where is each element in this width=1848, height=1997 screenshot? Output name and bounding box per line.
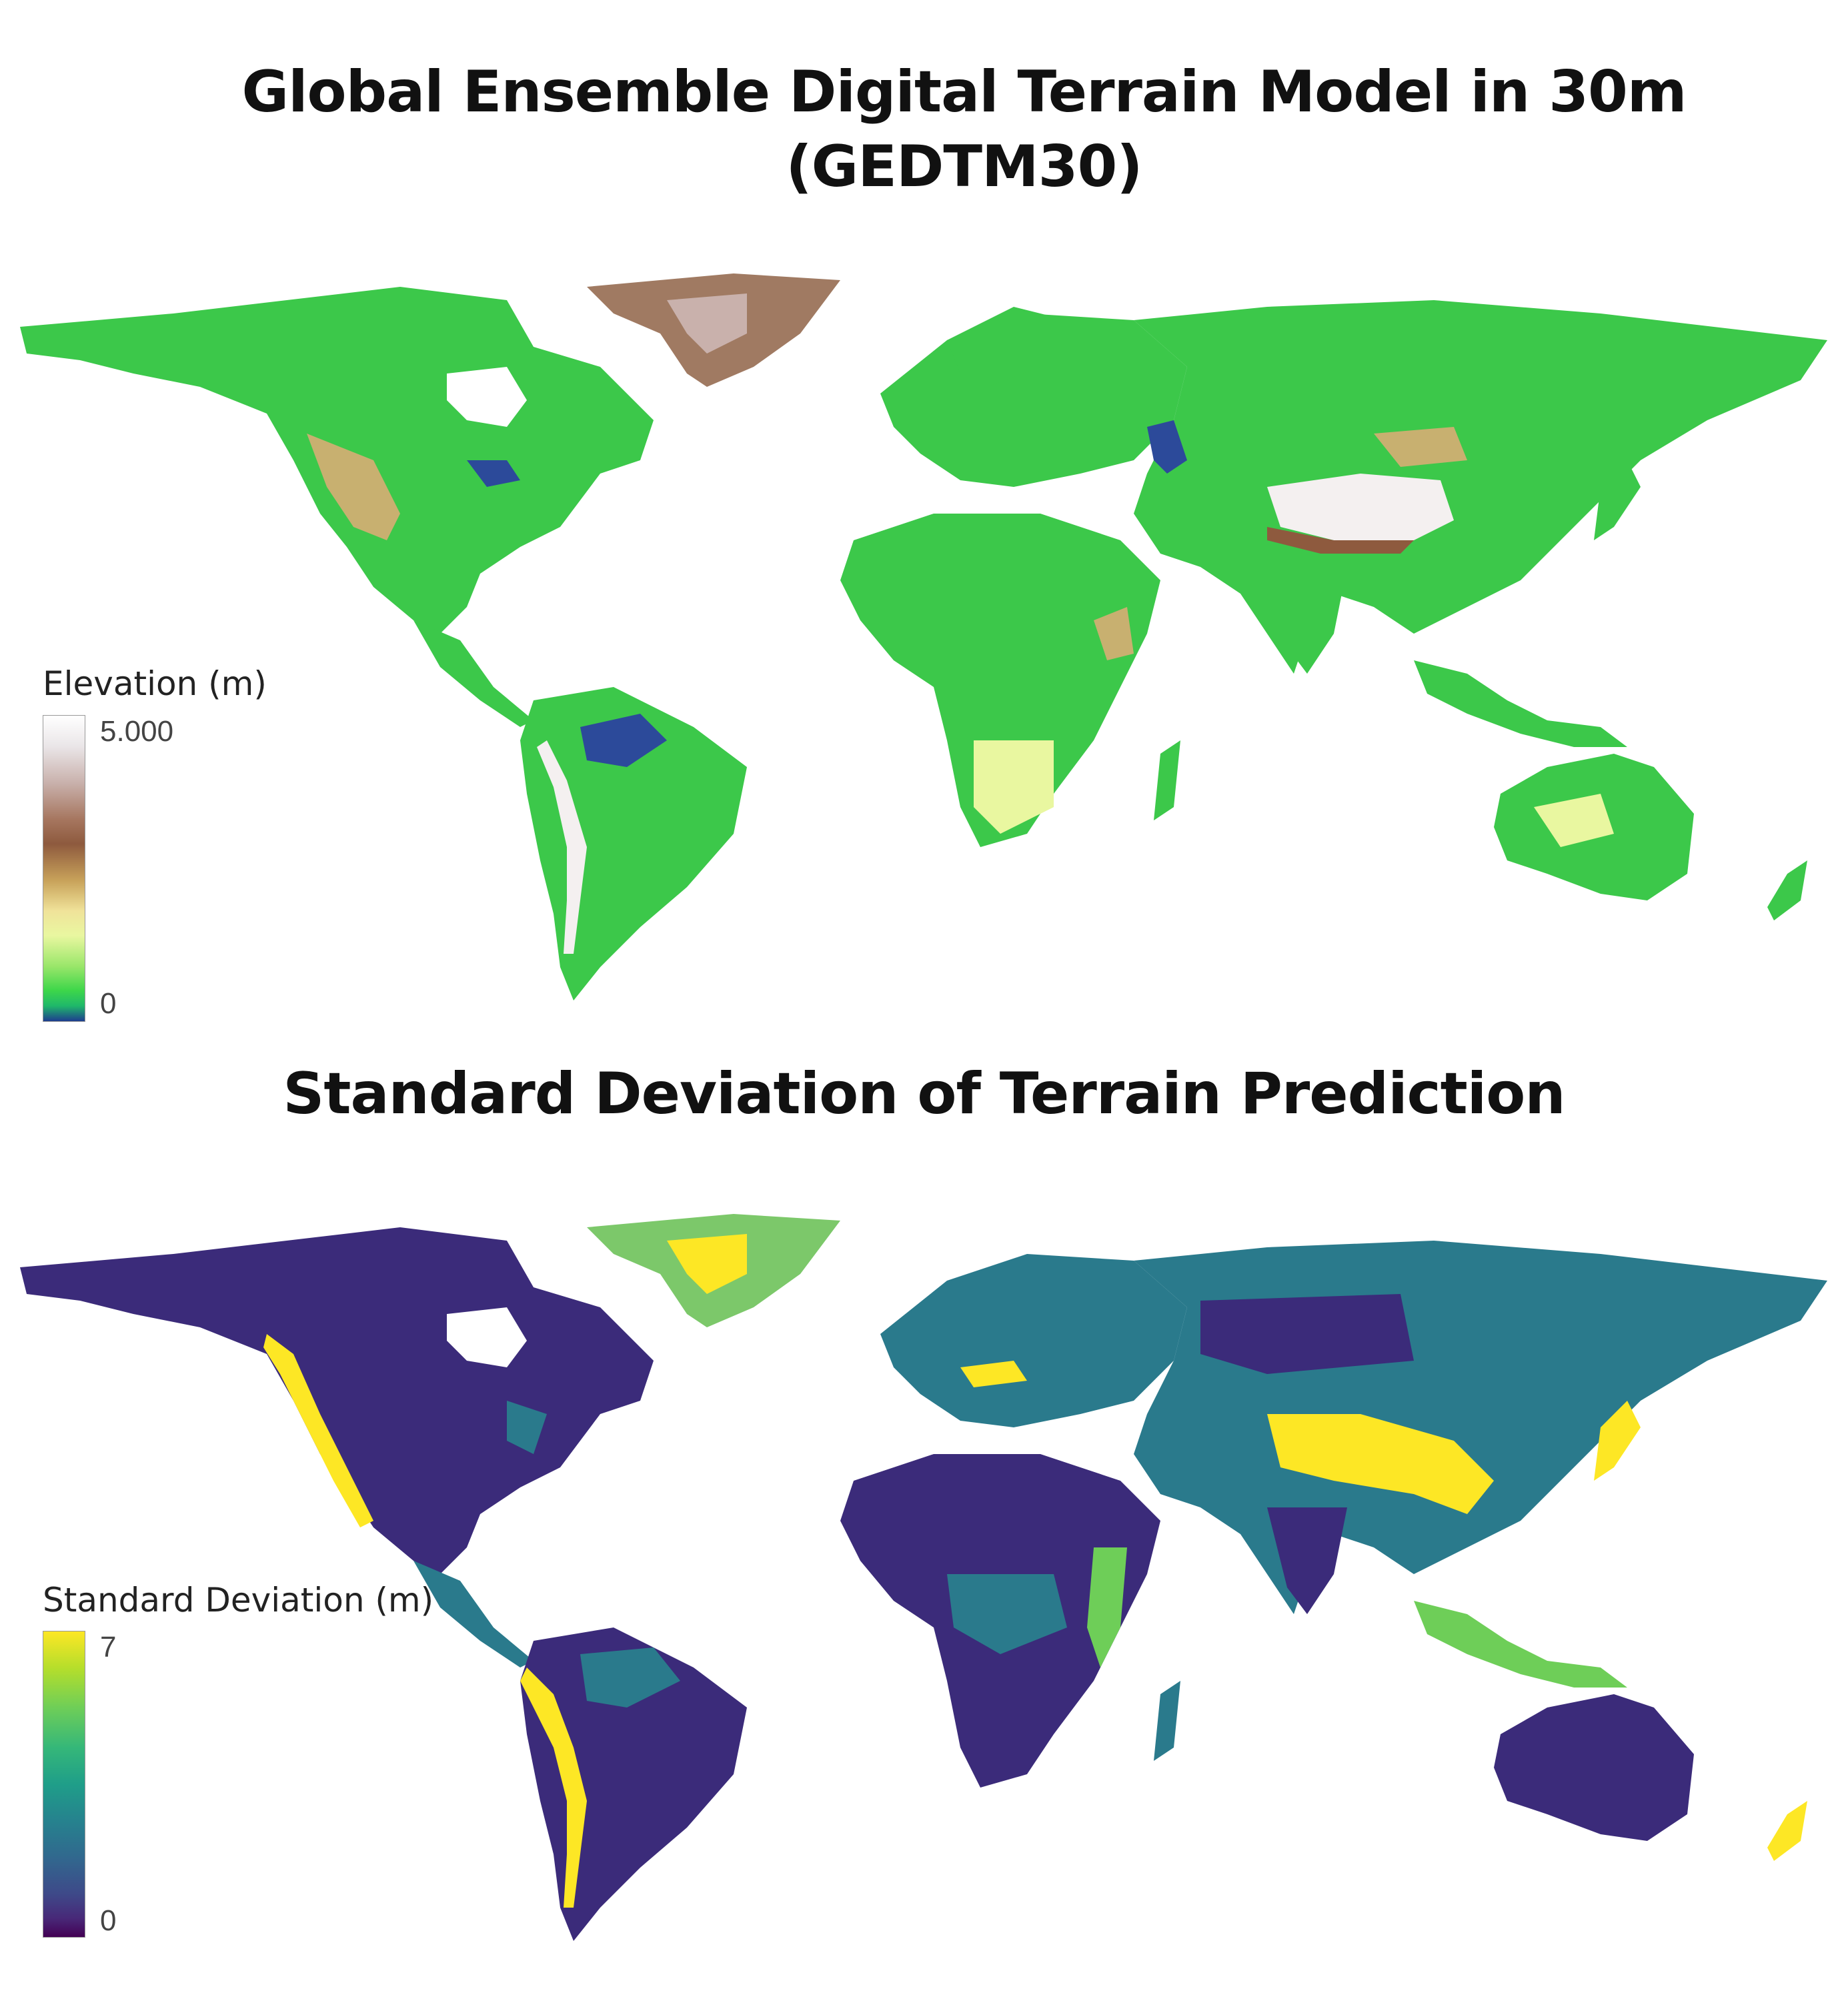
mongolia-highland [1374,427,1467,467]
europe-landmass [880,1254,1187,1427]
asia-landmass [1134,1241,1827,1614]
appalachian-mid [507,1401,547,1454]
southeast-asia-islands [1414,660,1627,747]
map-title-elevation-line1: Global Ensemble Digital Terrain Model in… [241,59,1687,125]
australia-highland [1534,794,1614,847]
india-subcontinent [1267,1507,1347,1614]
hudson-bay [447,1307,527,1367]
greenland-ice-peak [667,293,747,354]
sd-legend-max-label: 7 [100,1631,117,1663]
scandinavia [947,307,1067,387]
hudson-bay [447,367,527,427]
siberia-low [1200,1294,1414,1374]
africa-landmass [840,514,1160,847]
amazon-basin-mid [580,1647,680,1708]
andes-high-variance [520,1668,587,1908]
australia-landmass [1494,1694,1694,1841]
india-subcontinent [1267,567,1347,674]
central-america-landmass [413,1561,534,1668]
amazon-basin [580,714,667,767]
japan [1594,460,1641,540]
elevation-legend-max-label: 5.000 [100,715,174,748]
central-africa-mid [947,1574,1067,1654]
southern-africa-highland [974,740,1054,834]
western-cordillera-high [263,1334,373,1527]
caspian-sea [1147,420,1187,474]
central-america-landmass [413,620,534,727]
himalaya-high-variance [1267,1414,1494,1514]
andes-mountains [537,740,587,954]
southeast-asia-islands [1414,1601,1627,1688]
map-title-standard-deviation: Standard Deviation of Terrain Prediction [283,1061,1565,1127]
madagascar [1154,740,1180,820]
madagascar [1154,1681,1180,1761]
elevation-legend-title: Elevation (m) [43,664,267,703]
ethiopian-highlands [1094,607,1134,660]
greenland-high-variance [667,1234,747,1294]
north-america-landmass [20,1227,654,1574]
standard-deviation-world-map [20,1214,1827,1941]
tibetan-plateau [1267,474,1454,540]
elevation-legend-min-label: 0 [100,987,117,1020]
new-zealand [1767,1801,1807,1861]
east-africa-rift-high [1087,1547,1127,1668]
asia-landmass [1134,300,1827,674]
new-zealand [1767,860,1807,920]
himalaya-ridge [1267,527,1414,554]
japan [1594,1401,1641,1481]
elevation-world-map [20,273,1827,1001]
sd-legend-title: Standard Deviation (m) [43,1581,434,1619]
rockies-highland [307,434,400,540]
sd-legend-colorbar [43,1631,85,1938]
great-lakes [467,460,520,487]
elevation-legend-colorbar [43,715,85,1022]
map-title-elevation-line2: (GEDTM30) [786,133,1142,200]
sd-legend-min-label: 0 [100,1904,117,1937]
alps-high-variance [960,1361,1027,1387]
